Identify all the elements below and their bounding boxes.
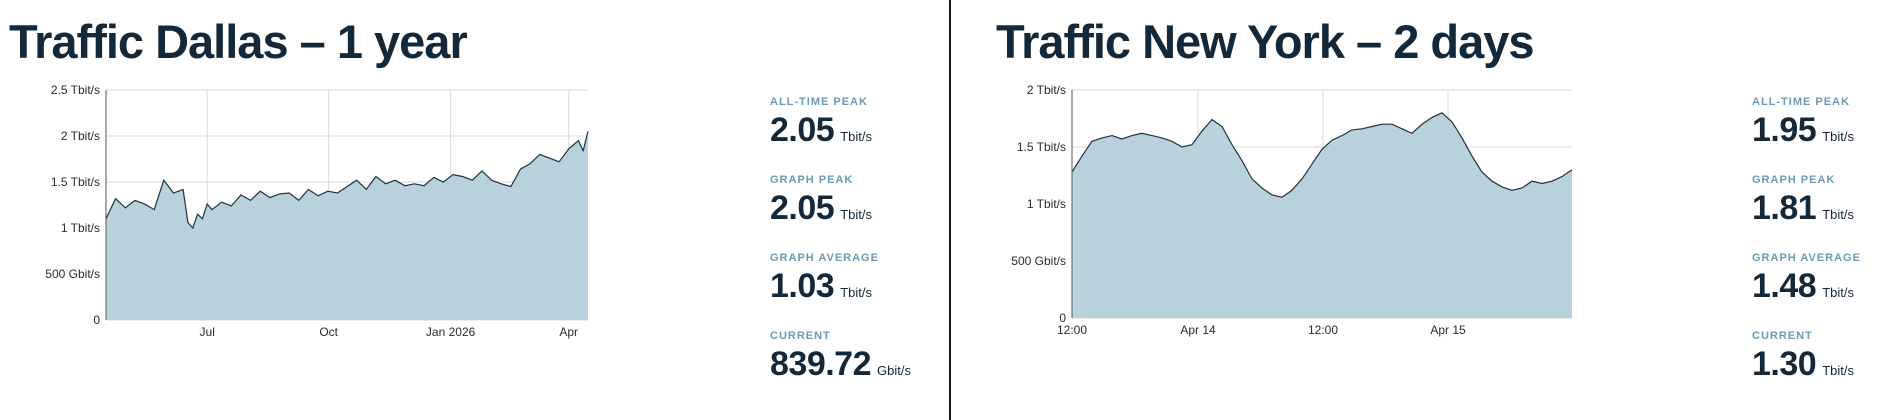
stat-unit: Tbit/s [840,285,872,300]
y-tick-label: 0 [93,313,100,327]
stat-graph-average: GRAPH AVERAGE 1.03 Tbit/s [770,252,911,330]
x-tick-label: Apr 15 [1430,323,1466,337]
y-tick-label: 2 Tbit/s [61,129,100,143]
stat-unit: Tbit/s [1822,129,1854,144]
traffic-area [1072,112,1572,318]
stat-graph-peak: GRAPH PEAK 1.81 Tbit/s [1752,174,1861,252]
stat-label: GRAPH AVERAGE [770,252,879,264]
stat-current: CURRENT 839.72 Gbit/s [770,330,911,408]
panel-divider [949,0,951,420]
x-tick-label: Jul [200,325,215,339]
stat-unit: Tbit/s [1822,285,1854,300]
traffic-line [105,131,589,230]
stat-all-time-peak: ALL-TIME PEAK 2.05 Tbit/s [770,96,911,174]
stat-label: GRAPH PEAK [1752,174,1836,186]
x-tick-label: Oct [319,325,338,339]
stat-value: 1.95 [1752,111,1817,149]
stat-all-time-peak: ALL-TIME PEAK 1.95 Tbit/s [1752,96,1861,174]
stat-value: 2.05 [770,111,835,149]
stat-graph-average: GRAPH AVERAGE 1.48 Tbit/s [1752,252,1861,330]
y-tick-label: 500 Gbit/s [45,267,100,281]
stat-value: 1.03 [770,267,835,305]
new-york-traffic-chart: 0 500 Gbit/s 1 Tbit/s 1.5 Tbit/s 2 Tbit/s 12:… [1011,83,1573,337]
stat-value: 839.72 [770,345,872,383]
x-tick-label: 12:00 [1308,323,1338,337]
y-tick-label: 0 [1059,311,1066,325]
x-tick-label: Jan 2026 [426,325,476,339]
y-tick-label: 2 Tbit/s [1027,83,1066,97]
stat-current: CURRENT 1.30 Tbit/s [1752,330,1861,408]
stat-unit: Tbit/s [840,207,872,222]
stat-value: 1.81 [1752,189,1817,227]
traffic-line [1071,112,1573,198]
x-tick-label: Apr 14 [1180,323,1216,337]
stat-label: GRAPH AVERAGE [1752,252,1861,264]
panel-title: Traffic New York – 2 days [996,15,1535,68]
new-york-stats: ALL-TIME PEAK 1.95 Tbit/s GRAPH PEAK 1.81… [1752,96,1861,408]
x-tick-label: Apr [559,325,578,339]
stat-unit: Tbit/s [1822,363,1854,378]
y-tick-label: 1 Tbit/s [1027,197,1066,211]
new-york-panel: Traffic New York – 2 days 0 500 Gbit/s 1 T… [952,0,1884,420]
stat-unit: Tbit/s [1822,207,1854,222]
y-tick-label: 1.5 Tbit/s [51,175,100,189]
stat-label: GRAPH PEAK [770,174,854,186]
stat-unit: Gbit/s [877,363,911,378]
y-tick-label: 500 Gbit/s [1011,254,1066,268]
y-tick-label: 1.5 Tbit/s [1017,140,1066,154]
dallas-stats: ALL-TIME PEAK 2.05 Tbit/s GRAPH PEAK 2.05… [770,96,911,408]
stat-value: 1.30 [1752,345,1817,383]
stat-label: CURRENT [1752,330,1813,342]
stat-value: 1.48 [1752,267,1817,305]
panel-title: Traffic Dallas – 1 year [9,15,468,68]
stat-label: ALL-TIME PEAK [1752,96,1850,108]
dallas-traffic-chart: 0 500 Gbit/s 1 Tbit/s 1.5 Tbit/s 2 Tbit/s 2.5… [45,83,589,339]
stat-graph-peak: GRAPH PEAK 2.05 Tbit/s [770,174,911,252]
stat-label: ALL-TIME PEAK [770,96,868,108]
traffic-area [106,131,588,320]
stat-label: CURRENT [770,330,831,342]
y-tick-label: 2.5 Tbit/s [51,83,100,97]
dallas-panel: Traffic Dallas – 1 year 0 500 Gbit/s 1 Tbi… [9,15,911,408]
stat-value: 2.05 [770,189,835,227]
x-tick-label: 12:00 [1057,323,1087,337]
stat-unit: Tbit/s [840,129,872,144]
y-tick-label: 1 Tbit/s [61,221,100,235]
